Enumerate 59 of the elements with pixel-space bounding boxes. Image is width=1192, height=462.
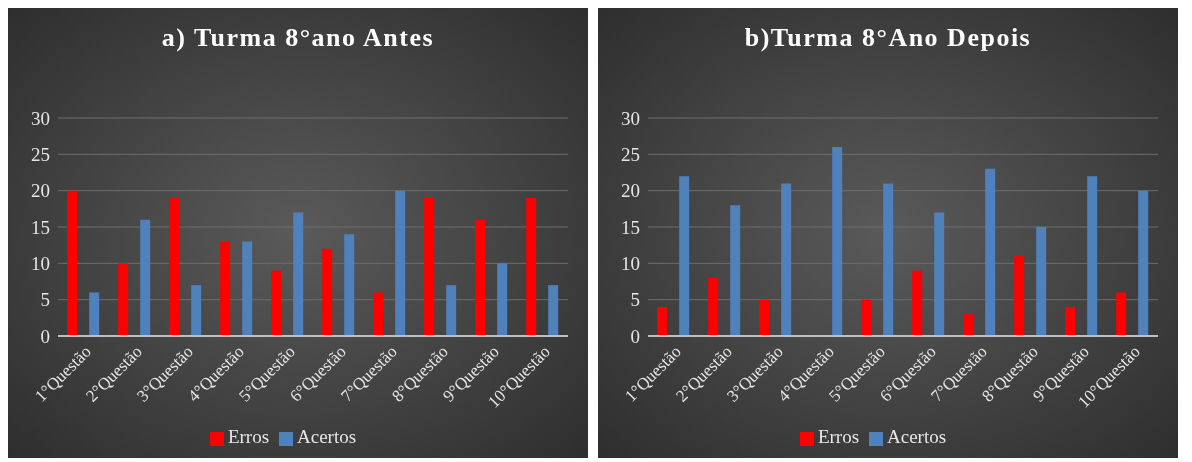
- bar: [67, 190, 78, 336]
- y-tick-label: 0: [40, 325, 50, 347]
- bar: [730, 205, 741, 336]
- bar: [271, 270, 282, 336]
- y-tick-label: 25: [621, 144, 640, 166]
- bar: [446, 285, 457, 336]
- y-tick-label: 30: [621, 107, 640, 129]
- bar: [1065, 306, 1076, 336]
- bar: [497, 263, 508, 336]
- bar: [832, 147, 843, 336]
- bar: [395, 190, 406, 336]
- chart-title: b)Turma 8°Ano Depois: [743, 22, 1033, 54]
- bar: [759, 299, 770, 336]
- y-tick-label: 25: [31, 144, 50, 166]
- bar: [322, 248, 333, 336]
- y-tick-label: 5: [630, 289, 640, 311]
- bar: [169, 197, 180, 336]
- legend-label: Acertos: [887, 426, 947, 447]
- bar: [424, 197, 435, 336]
- bar: [1036, 227, 1047, 336]
- legend-label: Acertos: [297, 426, 357, 447]
- bar: [89, 292, 100, 336]
- legend-label: Erros: [227, 426, 270, 447]
- y-tick-label: 15: [31, 216, 50, 238]
- bar: [657, 306, 668, 336]
- y-tick-label: 20: [31, 180, 50, 202]
- bar: [781, 183, 792, 336]
- bar: [293, 212, 304, 336]
- bar: [708, 277, 719, 336]
- bar: [548, 285, 559, 336]
- y-tick-label: 20: [621, 180, 640, 202]
- bar: [344, 234, 355, 336]
- bar: [912, 270, 923, 336]
- bar: [883, 183, 894, 336]
- bar: [118, 263, 129, 336]
- legend-label: Erros: [817, 426, 860, 447]
- y-tick-label: 10: [31, 253, 50, 275]
- bar: [1116, 292, 1127, 336]
- y-tick-label: 5: [40, 289, 50, 311]
- bar: [679, 176, 690, 336]
- bar: [934, 212, 945, 336]
- bar: [1087, 176, 1098, 336]
- bar: [985, 168, 996, 336]
- chart-title: a) Turma 8°ano Antes: [160, 22, 436, 54]
- bar: [191, 285, 202, 336]
- bar: [220, 241, 231, 336]
- bar: [526, 197, 537, 336]
- y-tick-label: 10: [621, 253, 640, 275]
- bar: [963, 314, 974, 336]
- y-tick-label: 15: [621, 216, 640, 238]
- bar: [1014, 256, 1025, 336]
- y-tick-label: 30: [31, 107, 50, 129]
- bar: [140, 219, 151, 336]
- y-tick-label: 0: [630, 325, 640, 347]
- bar: [475, 219, 486, 336]
- bar: [861, 299, 872, 336]
- bar: [1138, 190, 1149, 336]
- bar: [373, 292, 384, 336]
- bar: [242, 241, 253, 336]
